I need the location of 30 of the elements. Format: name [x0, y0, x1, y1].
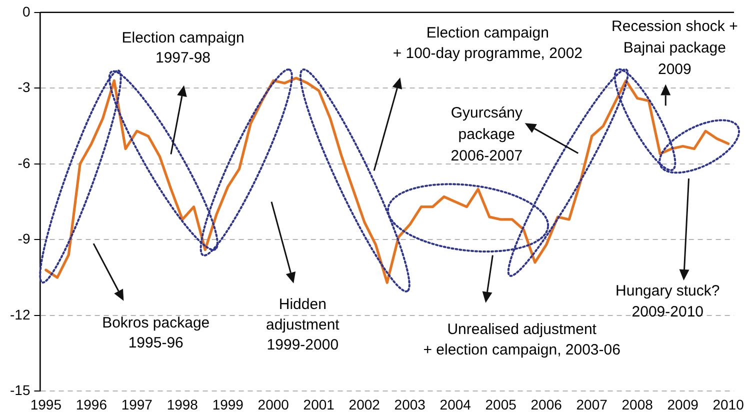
annotation: Hidden adjustment 1999-2000	[266, 296, 340, 354]
y-tick-label: -3	[18, 79, 30, 96]
annotation: Bokros package 1995-96	[102, 314, 210, 352]
x-tick-label: 2003	[394, 396, 426, 412]
y-tick-label: -12	[10, 306, 30, 322]
annotation: Election campaign 1997-98	[122, 29, 244, 67]
x-tick-label: 1998	[166, 396, 198, 412]
x-tick-label: 2005	[485, 396, 517, 412]
annotation: Gyurcsány package 2006-2007	[450, 104, 523, 164]
annotation: Hungary stuck? 2009-2010	[616, 282, 720, 321]
y-tick-label: -9	[18, 230, 30, 247]
y-tick-label: 0	[22, 3, 30, 20]
x-tick-label: 1997	[121, 396, 153, 412]
x-tick-label: 2004	[440, 396, 472, 412]
x-tick-label: 2010	[712, 396, 744, 412]
x-tick-label: 2000	[258, 396, 290, 412]
annotation: Recession shock + Bajnai package 2009	[612, 18, 738, 78]
x-tick-label: 2002	[348, 396, 380, 412]
annotation: Election campaign + 100-day programme, 2002	[392, 24, 583, 62]
annotation: Unrealised adjustment + election campaign, 2003-06	[423, 321, 620, 359]
x-tick-label: 1996	[76, 396, 108, 412]
x-tick-label: 2006	[530, 396, 562, 412]
x-tick-label: 2007	[576, 396, 608, 412]
x-tick-label: 2001	[303, 396, 335, 412]
y-tick-label: -15	[10, 382, 30, 398]
y-tick-label: -6	[18, 154, 30, 171]
x-tick-label: 2009	[667, 396, 699, 412]
x-tick-label: 1995	[30, 396, 62, 412]
x-tick-label: 2008	[622, 396, 654, 412]
x-tick-label: 1999	[212, 396, 244, 412]
